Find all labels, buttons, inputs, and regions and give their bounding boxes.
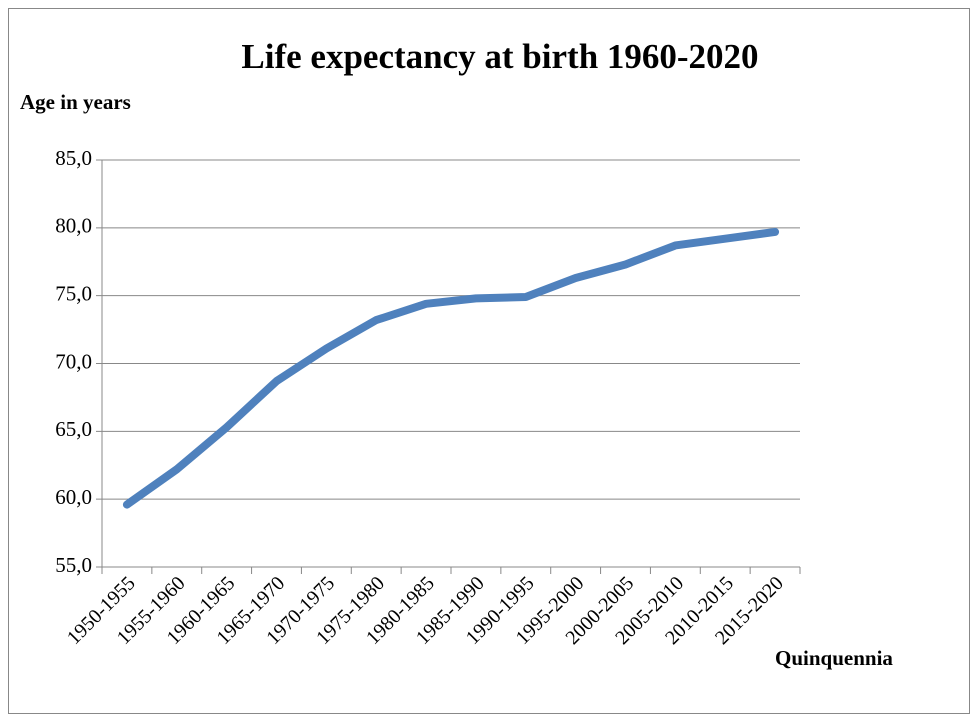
y-tick-label: 65,0 [55, 417, 92, 441]
y-tick-label: 85,0 [55, 146, 92, 170]
y-tick-label: 80,0 [55, 214, 92, 238]
data-line [122, 227, 780, 509]
y-tick-label: 60,0 [55, 485, 92, 509]
chart-title: Life expectancy at birth 1960-2020 [241, 37, 758, 76]
y-tick-label: 70,0 [55, 349, 92, 373]
chart-border [8, 8, 970, 714]
y-tick-label: 75,0 [55, 281, 92, 305]
y-tick-label: 55,0 [55, 553, 92, 577]
y-axis-title: Age in years [20, 90, 131, 114]
x-axis-title: Quinquennia [775, 646, 893, 670]
